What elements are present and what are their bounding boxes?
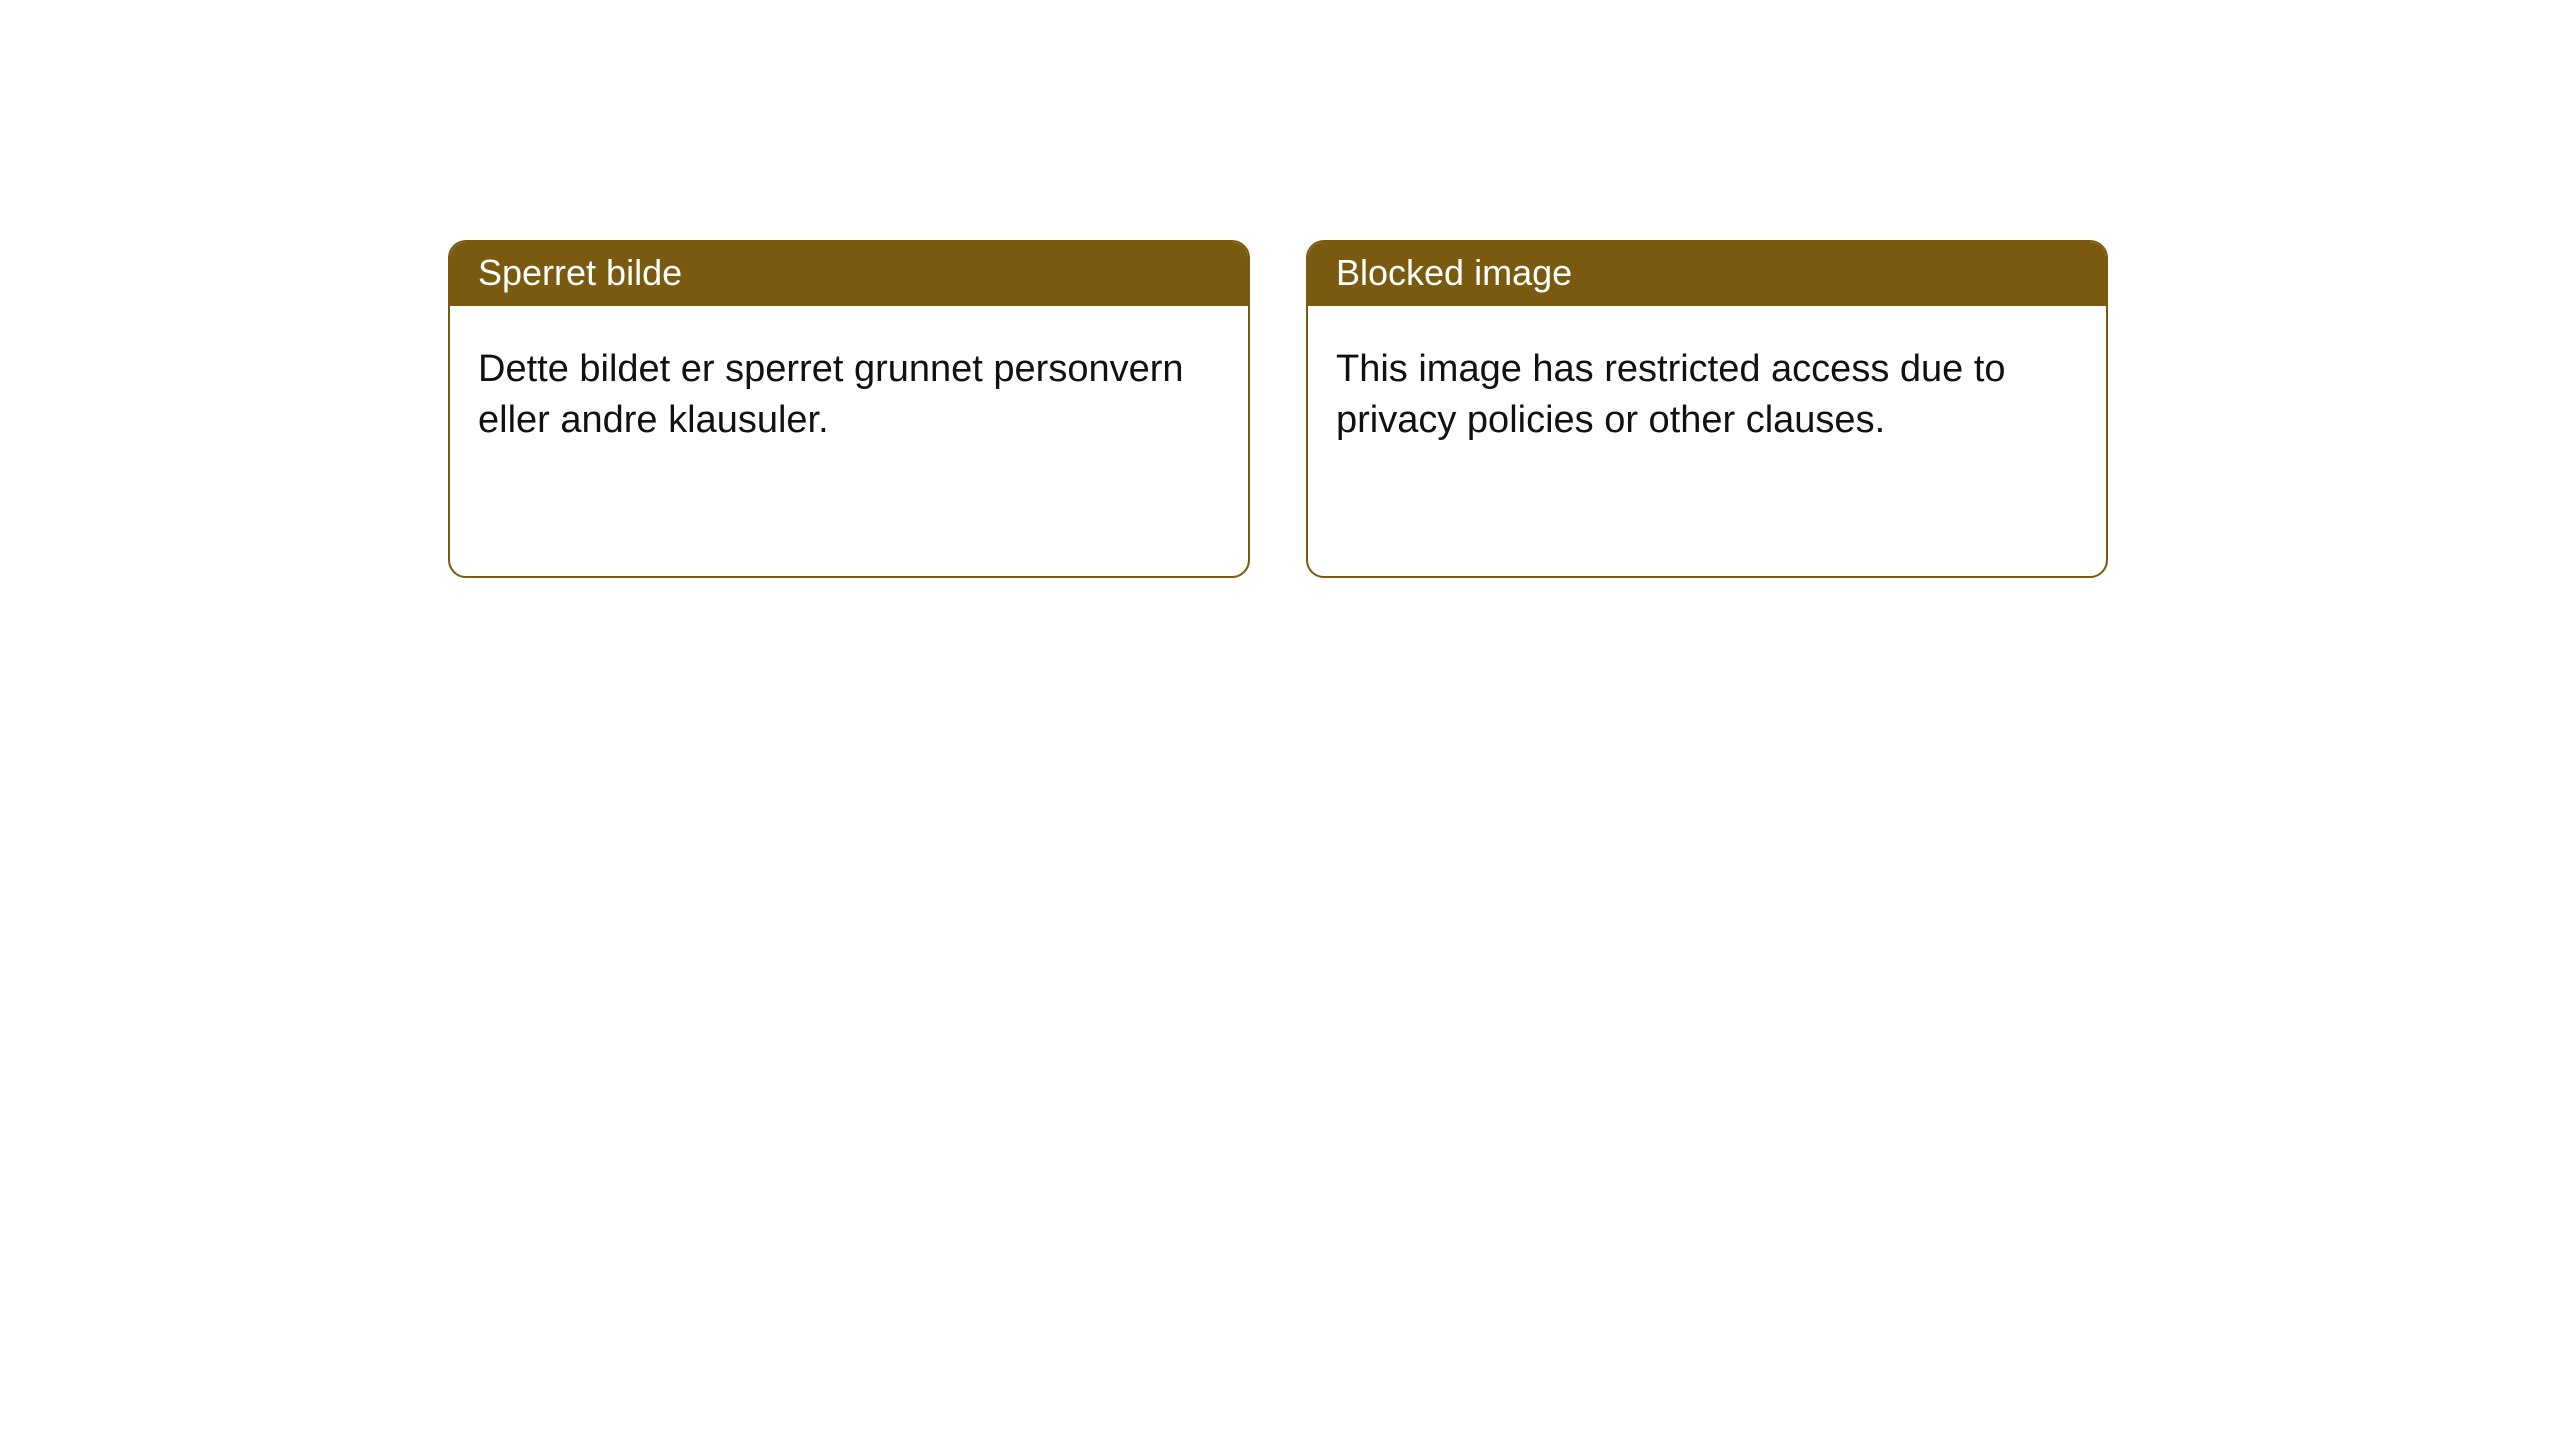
notice-card-english: Blocked image This image has restricted …: [1306, 240, 2108, 578]
notice-body-english: This image has restricted access due to …: [1308, 306, 2106, 576]
notice-body-norwegian: Dette bildet er sperret grunnet personve…: [450, 306, 1248, 576]
notice-title-english: Blocked image: [1308, 242, 2106, 306]
notice-container: Sperret bilde Dette bildet er sperret gr…: [0, 0, 2560, 578]
notice-card-norwegian: Sperret bilde Dette bildet er sperret gr…: [448, 240, 1250, 578]
notice-title-norwegian: Sperret bilde: [450, 242, 1248, 306]
